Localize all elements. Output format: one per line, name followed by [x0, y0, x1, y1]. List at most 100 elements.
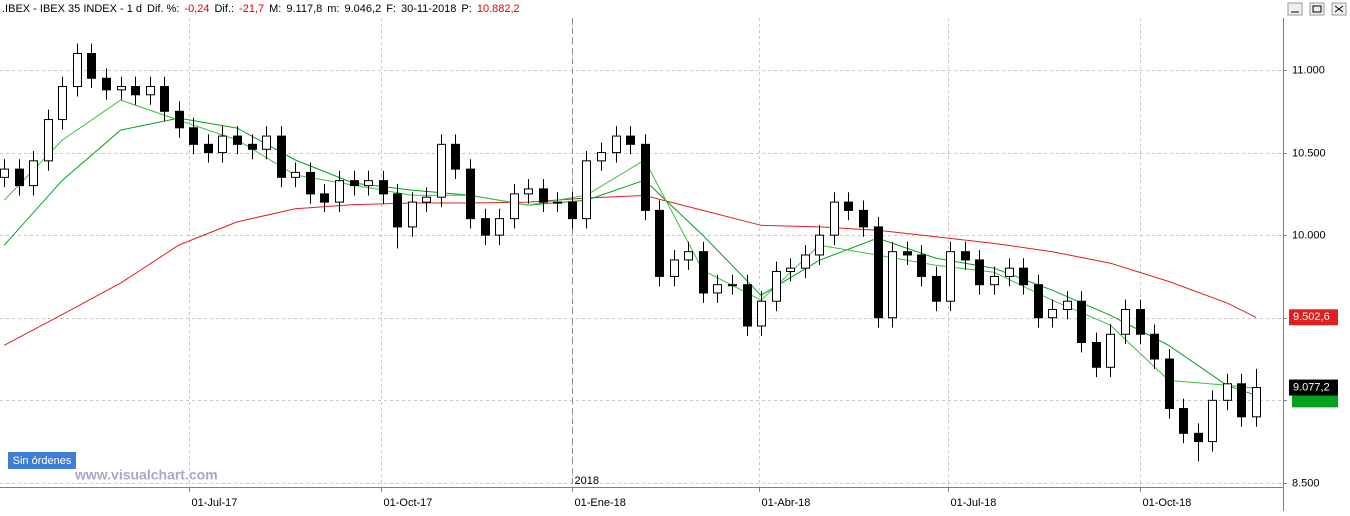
header-item: m: [327, 3, 339, 15]
candle-body [830, 201, 839, 236]
y-tick-label: 8.500 [1292, 477, 1320, 489]
candle-body [699, 251, 708, 294]
x-tick-label: 01-Abr-18 [762, 497, 811, 509]
header-item: 30-11-2018 [401, 3, 456, 15]
candle-body [568, 201, 577, 220]
candle-body [262, 135, 271, 150]
maximize-icon [1312, 5, 1322, 13]
candle-body [58, 86, 67, 121]
candle-body [626, 135, 635, 145]
minimize-button[interactable] [1287, 2, 1303, 16]
candle-body [422, 196, 431, 203]
header-item: 10.882,2 [477, 3, 520, 15]
candle-body [539, 188, 548, 203]
candle-body [1208, 399, 1217, 443]
candle-body [1005, 267, 1014, 277]
x-tick-label: 01-Oct-17 [384, 497, 433, 509]
candle-body [160, 86, 169, 112]
candle-body [757, 300, 766, 327]
x-tick-label: 01-Jul-17 [192, 497, 238, 509]
candle-body [815, 234, 824, 256]
header-item: Dif.: [214, 3, 234, 15]
y-tick-label: 11.000 [1292, 64, 1325, 76]
candle-body [903, 251, 912, 256]
candle-body [291, 171, 300, 178]
candle-body [1237, 383, 1246, 418]
candle-body [1194, 432, 1203, 443]
candle-body [728, 284, 737, 287]
candle-body [961, 251, 970, 261]
candle-body [1048, 308, 1057, 319]
candle-body [1136, 308, 1145, 335]
candle-body [466, 168, 475, 220]
candle-body [102, 77, 111, 91]
close-price-label: 9.077,2 [1293, 381, 1330, 393]
candle-body [364, 180, 373, 187]
candle-body [510, 193, 519, 220]
candle-body [612, 135, 621, 154]
candle-body [713, 284, 722, 294]
candle-body [641, 143, 650, 211]
candle-body [379, 180, 388, 195]
candle-body [451, 143, 460, 170]
candle-body [844, 201, 853, 211]
candle-body [801, 254, 810, 269]
orders-button[interactable] [8, 452, 76, 469]
candle-body [743, 284, 752, 327]
header-item: -21,7 [239, 3, 264, 15]
candle-body [306, 171, 315, 195]
candle-body [1121, 308, 1130, 335]
x-tick-label: 01-Ene-18 [575, 497, 626, 509]
candle-body [131, 86, 140, 96]
candle-body [1179, 408, 1188, 434]
header-item: F: [386, 3, 396, 15]
candle-body [932, 275, 941, 302]
year-label: 2018 [575, 475, 599, 487]
header-item: Dif. %: [147, 3, 179, 15]
candle-body [859, 209, 868, 228]
candle-body [874, 226, 883, 319]
candle-body [393, 193, 402, 228]
candle-body [1092, 342, 1101, 368]
candle-body [684, 251, 693, 261]
header-item: M: [269, 3, 281, 15]
ma-price-label: 9.502,6 [1293, 311, 1330, 323]
window-buttons[interactable] [1287, 2, 1347, 16]
close-price-box [1289, 379, 1338, 396]
candle-body [350, 180, 359, 187]
candle-body [218, 135, 227, 154]
candle-body [1165, 358, 1174, 410]
candle-body [772, 270, 781, 302]
candle-body [553, 201, 562, 204]
watermark: www.visualchart.com [74, 467, 218, 483]
candle-body [1223, 383, 1232, 401]
candle-body [408, 201, 417, 228]
ma-price-box [1289, 309, 1338, 326]
candle-body [146, 86, 155, 96]
candle-body [233, 135, 242, 145]
header-item: .IBEX - IBEX 35 INDEX - 1 d [2, 3, 142, 15]
maximize-button[interactable] [1309, 2, 1325, 16]
close-icon [1334, 5, 1344, 13]
candle-body [655, 209, 664, 277]
candle-body [0, 168, 9, 178]
y-tick-label: 10.000 [1292, 229, 1326, 241]
header-item: P: [461, 3, 471, 15]
x-tick-label: 01-Jul-18 [951, 497, 997, 509]
candle-body [975, 259, 984, 286]
candle-body [320, 193, 329, 203]
ma-price-box [1292, 393, 1338, 408]
candle-body [15, 168, 24, 187]
candle-body [481, 218, 490, 236]
y-tick-label: 10.500 [1292, 147, 1326, 159]
candle-body [917, 254, 926, 277]
candle-body [189, 127, 198, 145]
candle-body [888, 251, 897, 319]
x-tick-label: 01-Oct-18 [1143, 497, 1192, 509]
candle-body [335, 180, 344, 203]
header: .IBEX - IBEX 35 INDEX - 1 d Dif. %: -0,24 D… [2, 3, 520, 15]
candle-body [495, 218, 504, 236]
candle-body [946, 251, 955, 302]
